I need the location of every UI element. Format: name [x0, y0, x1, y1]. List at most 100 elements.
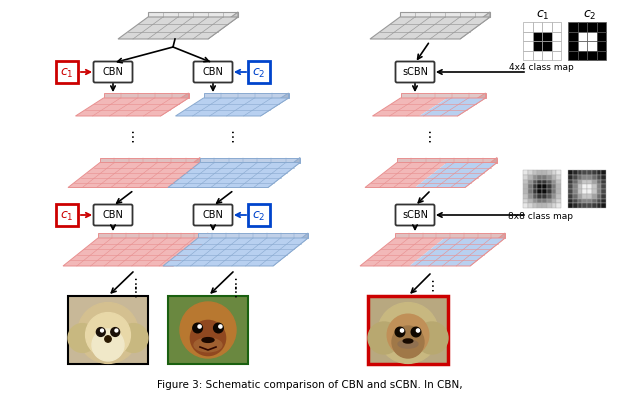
Polygon shape	[528, 194, 532, 199]
Polygon shape	[596, 184, 601, 189]
Text: $c_1$: $c_1$	[536, 8, 550, 22]
Text: $c_2$: $c_2$	[583, 8, 596, 22]
Polygon shape	[542, 22, 552, 32]
Text: ⋯: ⋯	[125, 128, 139, 142]
Polygon shape	[601, 184, 606, 189]
Circle shape	[396, 327, 405, 337]
Polygon shape	[523, 194, 528, 199]
FancyBboxPatch shape	[193, 204, 232, 225]
Polygon shape	[587, 22, 596, 32]
Circle shape	[77, 303, 138, 363]
Text: $c_2$: $c_2$	[252, 67, 266, 80]
Polygon shape	[523, 22, 532, 32]
Polygon shape	[523, 175, 528, 180]
Polygon shape	[552, 184, 556, 189]
Polygon shape	[208, 12, 238, 39]
Polygon shape	[587, 41, 596, 50]
Polygon shape	[523, 50, 532, 60]
Polygon shape	[556, 189, 561, 194]
Polygon shape	[601, 199, 606, 203]
Text: ⋯: ⋯	[225, 128, 239, 142]
Polygon shape	[537, 184, 542, 189]
Polygon shape	[552, 199, 556, 203]
FancyBboxPatch shape	[248, 61, 270, 83]
Polygon shape	[542, 32, 552, 41]
Polygon shape	[552, 22, 561, 32]
Circle shape	[92, 329, 124, 361]
Polygon shape	[98, 233, 208, 238]
Polygon shape	[568, 203, 573, 208]
Polygon shape	[260, 93, 289, 116]
Polygon shape	[582, 175, 587, 180]
Polygon shape	[532, 180, 537, 184]
Polygon shape	[568, 32, 577, 41]
Polygon shape	[596, 50, 606, 60]
FancyBboxPatch shape	[93, 204, 132, 225]
Polygon shape	[372, 98, 447, 116]
Polygon shape	[528, 184, 532, 189]
Polygon shape	[552, 41, 561, 50]
Polygon shape	[537, 189, 542, 194]
Polygon shape	[596, 175, 601, 180]
Polygon shape	[556, 203, 561, 208]
Text: ⋯: ⋯	[128, 283, 142, 297]
Polygon shape	[547, 199, 552, 203]
Polygon shape	[528, 175, 532, 180]
Polygon shape	[547, 194, 552, 199]
Polygon shape	[523, 203, 528, 208]
Polygon shape	[200, 158, 300, 162]
Polygon shape	[173, 233, 208, 266]
Polygon shape	[596, 199, 601, 203]
Polygon shape	[532, 199, 537, 203]
Polygon shape	[400, 12, 490, 17]
Polygon shape	[552, 189, 556, 194]
Circle shape	[392, 326, 424, 358]
Polygon shape	[596, 194, 601, 199]
Polygon shape	[582, 189, 587, 194]
Polygon shape	[460, 12, 490, 39]
Polygon shape	[268, 158, 300, 188]
Circle shape	[219, 325, 222, 328]
Polygon shape	[537, 175, 542, 180]
Polygon shape	[365, 162, 447, 188]
Polygon shape	[596, 180, 601, 184]
Polygon shape	[601, 189, 606, 194]
Polygon shape	[542, 170, 547, 175]
Polygon shape	[556, 184, 561, 189]
Polygon shape	[577, 32, 587, 41]
Circle shape	[111, 327, 120, 336]
Polygon shape	[532, 170, 537, 175]
Polygon shape	[592, 194, 596, 199]
Polygon shape	[528, 170, 532, 175]
Polygon shape	[370, 17, 490, 39]
Polygon shape	[587, 199, 592, 203]
Text: $c_2$: $c_2$	[252, 210, 266, 223]
Text: CBN: CBN	[102, 67, 124, 77]
Polygon shape	[552, 32, 561, 41]
Polygon shape	[577, 180, 582, 184]
Polygon shape	[547, 170, 552, 175]
Polygon shape	[523, 180, 528, 184]
Polygon shape	[547, 180, 552, 184]
Polygon shape	[537, 180, 542, 184]
FancyBboxPatch shape	[56, 61, 78, 83]
Polygon shape	[592, 189, 596, 194]
Ellipse shape	[202, 338, 214, 342]
Polygon shape	[68, 162, 200, 188]
Polygon shape	[568, 170, 573, 175]
Polygon shape	[568, 199, 573, 203]
Polygon shape	[470, 233, 505, 266]
Polygon shape	[552, 203, 556, 208]
Circle shape	[115, 329, 118, 332]
Polygon shape	[573, 189, 577, 194]
Polygon shape	[573, 199, 577, 203]
Polygon shape	[577, 22, 587, 32]
Polygon shape	[601, 175, 606, 180]
Polygon shape	[552, 180, 556, 184]
Polygon shape	[542, 194, 547, 199]
Text: CBN: CBN	[102, 210, 124, 220]
Polygon shape	[596, 41, 606, 50]
Polygon shape	[542, 189, 547, 194]
Polygon shape	[587, 32, 596, 41]
Circle shape	[180, 302, 236, 358]
